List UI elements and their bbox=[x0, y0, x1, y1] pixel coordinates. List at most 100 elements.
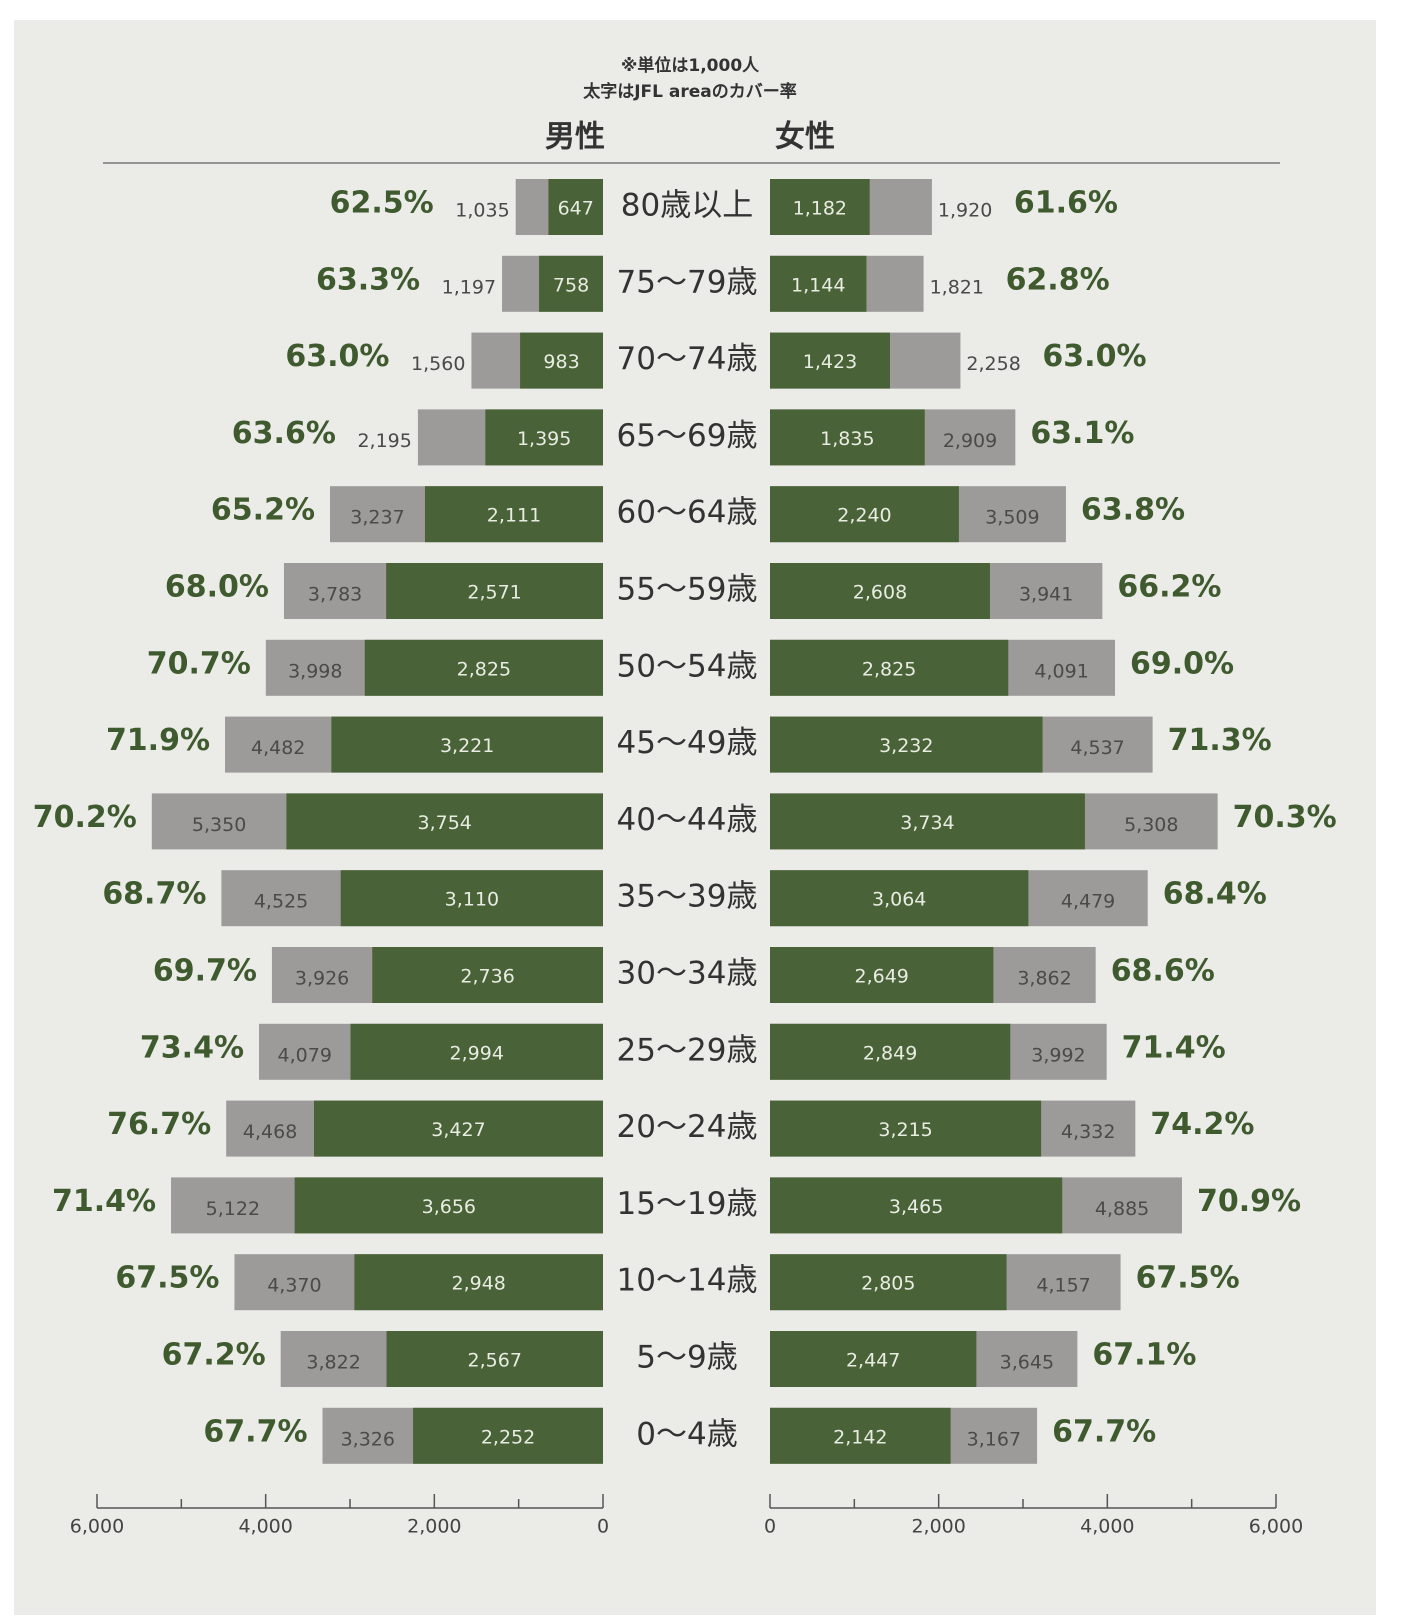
cover-bar bbox=[294, 1177, 603, 1234]
rate-label: 73.4% bbox=[140, 1030, 244, 1065]
category-label: 60～64歳 bbox=[617, 495, 758, 531]
total-label: 2,195 bbox=[357, 430, 411, 452]
cover-bar bbox=[770, 1331, 977, 1387]
cover-bar bbox=[386, 563, 603, 619]
category-label: 20～24歳 bbox=[617, 1109, 758, 1145]
x-tick-label: 0 bbox=[764, 1516, 776, 1538]
rate-label: 67.7% bbox=[203, 1414, 307, 1449]
total-label: 4,482 bbox=[251, 737, 305, 759]
note: 太字はJFL areaのカバー率 bbox=[583, 81, 797, 102]
total-label: 3,941 bbox=[1019, 584, 1073, 606]
cover-bar bbox=[770, 1023, 1011, 1080]
total-label: 3,998 bbox=[288, 660, 342, 682]
x-tick-label: 4,000 bbox=[1080, 1516, 1134, 1538]
cover-bar bbox=[770, 1407, 951, 1464]
x-tick-label: 2,000 bbox=[911, 1516, 965, 1538]
total-label: 1,920 bbox=[938, 200, 992, 222]
rate-label: 68.6% bbox=[1111, 954, 1215, 989]
total-label: 4,332 bbox=[1061, 1121, 1115, 1143]
cover-label: 1,144 bbox=[791, 274, 845, 296]
rate-label: 63.6% bbox=[232, 416, 336, 451]
rate-label: 69.0% bbox=[1130, 646, 1234, 681]
cover-bar bbox=[340, 870, 603, 927]
cover-label: 2,825 bbox=[862, 658, 916, 680]
cover-bar bbox=[770, 1254, 1007, 1311]
cover-label: 2,948 bbox=[451, 1273, 505, 1295]
total-label: 1,035 bbox=[455, 200, 509, 222]
cover-label: 3,215 bbox=[878, 1119, 932, 1141]
cover-bar bbox=[770, 409, 925, 466]
total-label: 1,560 bbox=[411, 353, 465, 375]
category-label: 25～29歳 bbox=[617, 1032, 758, 1068]
category-label: 0～4歳 bbox=[636, 1416, 737, 1452]
cover-bar bbox=[548, 179, 603, 235]
total-label: 4,525 bbox=[254, 891, 308, 913]
cover-bar bbox=[770, 870, 1029, 927]
cover-bar bbox=[354, 1254, 603, 1311]
series-header: 男性 bbox=[545, 120, 605, 155]
category-label: 75～79歳 bbox=[617, 264, 758, 300]
category-label: 15～19歳 bbox=[617, 1186, 758, 1222]
cover-bar bbox=[313, 1100, 603, 1157]
total-label: 3,509 bbox=[985, 507, 1039, 529]
rate-label: 63.0% bbox=[1042, 339, 1146, 374]
cover-bar bbox=[424, 486, 603, 543]
total-label: 1,197 bbox=[442, 276, 496, 298]
total-label: 5,308 bbox=[1124, 814, 1178, 836]
cover-bar bbox=[364, 639, 603, 696]
total-label: 3,167 bbox=[967, 1428, 1021, 1450]
total-label: 4,370 bbox=[267, 1275, 321, 1297]
cover-label: 3,754 bbox=[418, 812, 472, 834]
total-label: 2,258 bbox=[966, 353, 1020, 375]
total-label: 4,468 bbox=[243, 1121, 297, 1143]
rate-label: 71.9% bbox=[106, 723, 210, 758]
total-label: 4,091 bbox=[1034, 660, 1088, 682]
cover-bar bbox=[331, 716, 603, 773]
cover-bar bbox=[770, 947, 994, 1003]
series-header: 女性 bbox=[775, 120, 835, 155]
cover-bar bbox=[770, 1177, 1063, 1234]
rate-label: 63.3% bbox=[316, 262, 420, 297]
cover-label: 2,849 bbox=[863, 1042, 917, 1064]
cover-bar bbox=[770, 563, 990, 619]
cover-bar bbox=[286, 793, 603, 850]
rate-label: 62.5% bbox=[330, 186, 434, 221]
note: ※単位は1,000人 bbox=[621, 55, 760, 76]
category-label: 30～34歳 bbox=[617, 956, 758, 992]
rate-label: 61.6% bbox=[1014, 186, 1118, 221]
rate-label: 74.2% bbox=[1150, 1107, 1254, 1142]
category-label: 50～54歳 bbox=[617, 648, 758, 684]
cover-bar bbox=[770, 639, 1009, 696]
total-label: 4,479 bbox=[1061, 891, 1115, 913]
rate-label: 63.0% bbox=[285, 339, 389, 374]
total-label: 3,822 bbox=[306, 1352, 360, 1374]
cover-label: 3,734 bbox=[900, 812, 954, 834]
cover-bar bbox=[770, 486, 959, 543]
cover-label: 2,447 bbox=[846, 1350, 900, 1372]
rate-label: 70.3% bbox=[1233, 800, 1337, 835]
cover-bar bbox=[413, 1407, 603, 1464]
cover-label: 3,110 bbox=[445, 889, 499, 911]
rate-label: 65.2% bbox=[211, 493, 315, 528]
total-label: 1,821 bbox=[930, 276, 984, 298]
cover-label: 2,240 bbox=[837, 505, 891, 527]
rate-label: 67.7% bbox=[1052, 1414, 1156, 1449]
rate-label: 71.3% bbox=[1168, 723, 1272, 758]
total-label: 3,783 bbox=[308, 584, 362, 606]
rate-label: 71.4% bbox=[52, 1184, 156, 1219]
rate-label: 70.2% bbox=[33, 800, 137, 835]
x-tick-label: 6,000 bbox=[1249, 1516, 1303, 1538]
cover-bar bbox=[520, 332, 603, 389]
cover-bar bbox=[386, 1331, 603, 1387]
rate-label: 68.7% bbox=[102, 877, 206, 912]
cover-bar bbox=[350, 1023, 603, 1080]
cover-label: 2,994 bbox=[450, 1042, 504, 1064]
cover-label: 2,252 bbox=[481, 1426, 535, 1448]
cover-bar bbox=[770, 1100, 1042, 1157]
rate-label: 76.7% bbox=[107, 1107, 211, 1142]
total-label: 2,909 bbox=[943, 430, 997, 452]
total-label: 4,157 bbox=[1036, 1275, 1090, 1297]
rate-label: 63.1% bbox=[1030, 416, 1134, 451]
cover-label: 647 bbox=[558, 198, 594, 220]
total-label: 5,350 bbox=[192, 814, 246, 836]
